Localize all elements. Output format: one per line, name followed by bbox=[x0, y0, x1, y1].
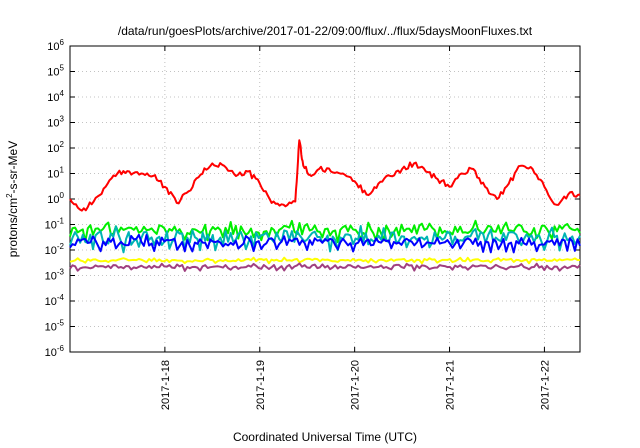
y-tick-label: 101 bbox=[47, 166, 64, 181]
chart-title: /data/run/goesPlots/archive/2017-01-22/0… bbox=[118, 24, 533, 38]
x-tick-label: 2017-1-19 bbox=[255, 360, 267, 410]
y-tick-label: 10-1 bbox=[45, 217, 65, 232]
y-tick-label: 102 bbox=[47, 140, 64, 155]
grid bbox=[70, 46, 580, 352]
y-tick-label: 10-4 bbox=[45, 293, 65, 308]
y-tick-label: 10-6 bbox=[45, 344, 65, 359]
x-tick-label: 2017-1-21 bbox=[445, 360, 457, 410]
series-line bbox=[69, 262, 581, 272]
ticks: 10-6 10-5 10-4 10-3 10-2 10-1 100 101 102 103 104 1… bbox=[45, 38, 580, 410]
y-tick-label: 105 bbox=[47, 64, 64, 79]
series-group bbox=[69, 139, 581, 272]
x-tick-label: 2017-1-20 bbox=[350, 360, 362, 410]
series-line bbox=[69, 233, 581, 254]
x-tick-label: 2017-1-22 bbox=[539, 360, 551, 410]
x-tick-label: 2017-1-18 bbox=[160, 360, 172, 410]
series-line bbox=[69, 139, 581, 212]
y-tick-label: 100 bbox=[47, 191, 64, 206]
y-tick-label: 106 bbox=[47, 38, 64, 53]
y-tick-label: 104 bbox=[47, 89, 64, 104]
y-tick-label: 103 bbox=[47, 115, 64, 130]
y-tick-label: 10-5 bbox=[45, 319, 65, 334]
y-tick-label: 10-2 bbox=[45, 242, 65, 257]
series-line bbox=[69, 256, 580, 265]
y-axis-label: protons/cm2-s-sr-MeV bbox=[5, 141, 20, 257]
y-tick-label: 10-3 bbox=[45, 268, 65, 283]
x-axis-label: Coordinated Universal Time (UTC) bbox=[233, 430, 417, 444]
series-line bbox=[69, 219, 581, 244]
